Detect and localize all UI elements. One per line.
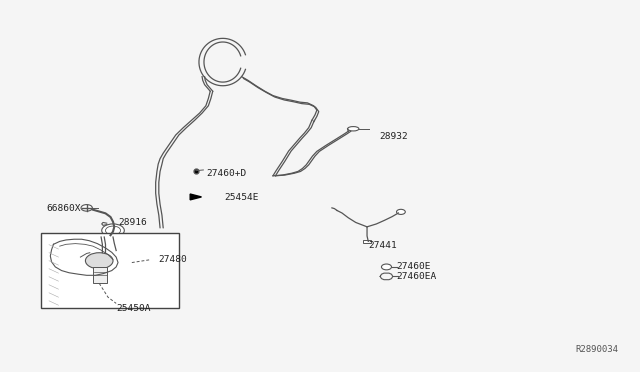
- Text: 27460E: 27460E: [397, 262, 431, 272]
- Circle shape: [85, 253, 113, 269]
- Text: 25454E: 25454E: [225, 193, 259, 202]
- Text: 27460EA: 27460EA: [397, 272, 436, 281]
- Text: 27460+D: 27460+D: [206, 169, 246, 178]
- Text: R2890034: R2890034: [575, 346, 618, 355]
- Text: 27441: 27441: [369, 241, 397, 250]
- Text: 27480: 27480: [158, 255, 187, 264]
- Circle shape: [397, 209, 405, 214]
- Polygon shape: [190, 194, 202, 200]
- Bar: [364, 240, 371, 243]
- Text: 28916: 28916: [118, 218, 147, 227]
- Text: 25450A: 25450A: [116, 304, 150, 313]
- Circle shape: [81, 205, 92, 211]
- Circle shape: [106, 226, 120, 235]
- Circle shape: [381, 264, 392, 270]
- Ellipse shape: [348, 126, 359, 131]
- Bar: [93, 267, 107, 283]
- Circle shape: [102, 224, 124, 237]
- Text: 28932: 28932: [380, 132, 408, 141]
- Bar: [41, 233, 179, 308]
- Text: 66860X: 66860X: [46, 204, 81, 213]
